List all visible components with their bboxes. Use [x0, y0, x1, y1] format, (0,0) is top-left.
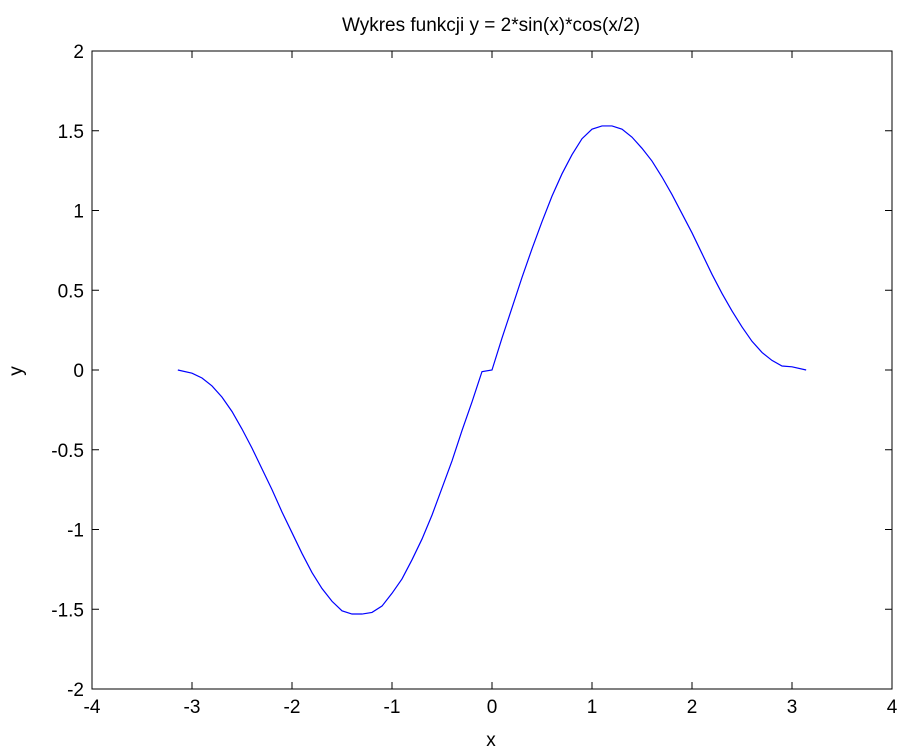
y-tick-label: -2: [67, 680, 84, 701]
y-axis-title: y: [6, 366, 27, 376]
series-line: [177, 125, 807, 615]
y-tick-label: -1: [67, 521, 84, 542]
x-tick-label: -4: [84, 697, 101, 718]
y-tick-label: 0: [73, 361, 84, 382]
chart-title: Wykres funkcji y = 2*sin(x)*cos(x/2): [342, 15, 640, 36]
x-tick-label: 3: [787, 697, 798, 718]
x-tick-label: -2: [284, 697, 301, 718]
axis-ticks: [91, 50, 893, 690]
y-tick-label: 2: [73, 42, 84, 63]
x-tick-label: 1: [587, 697, 598, 718]
y-tick-label: 0.5: [58, 281, 84, 302]
axis-tick-labels: -4 -3 -2 -1 0 1 2 3 4 -2 -1.5 -1 -0.5 0 0.5 1 1.5 2: [51, 42, 897, 718]
x-tick-label: 2: [687, 697, 698, 718]
y-tick-label: 1: [73, 202, 84, 223]
y-tick-label: -1.5: [51, 600, 84, 621]
x-axis-title: x: [486, 730, 496, 751]
x-tick-label: 4: [887, 697, 898, 718]
x-tick-label: 0: [487, 697, 498, 718]
y-tick-label: -0.5: [51, 441, 84, 462]
x-tick-label: -1: [384, 697, 401, 718]
y-tick-label: 1.5: [58, 122, 84, 143]
x-tick-label: -3: [184, 697, 201, 718]
